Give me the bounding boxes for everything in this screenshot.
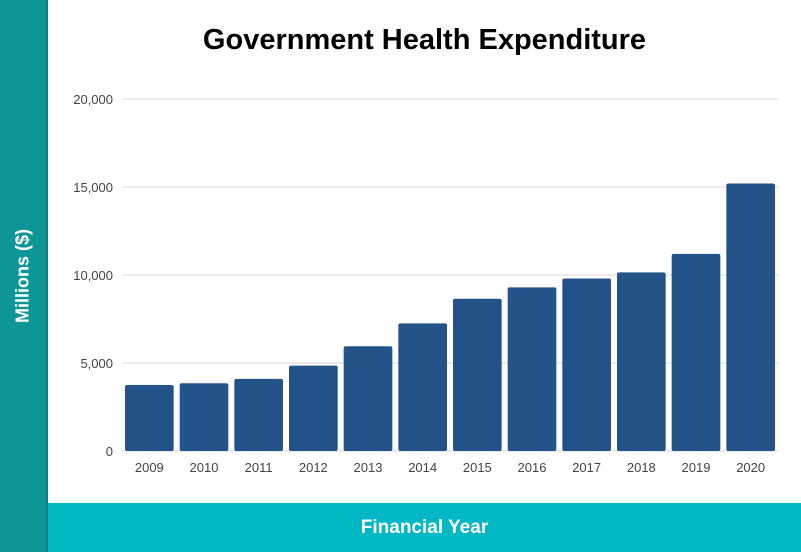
- y-tick-label: 20,000: [73, 92, 113, 107]
- bar-2018: [617, 272, 666, 451]
- bar-2011: [234, 378, 283, 451]
- x-tick-label: 2011: [245, 460, 273, 475]
- bar-2009: [125, 385, 174, 451]
- x-axis-label-strip: Financial Year: [48, 503, 801, 552]
- y-tick-label: 5,000: [80, 356, 113, 371]
- x-tick-label: 2010: [190, 460, 219, 475]
- bar-2010: [179, 383, 229, 451]
- bar-2016: [507, 287, 557, 451]
- y-tick-label: 10,000: [73, 268, 113, 283]
- bars: [125, 183, 775, 452]
- grid-lines: [122, 98, 778, 452]
- bar-2013: [343, 346, 393, 451]
- y-tick-label: 15,000: [73, 180, 113, 195]
- x-tick-label: 2019: [682, 460, 711, 475]
- bar-2020: [726, 183, 775, 452]
- bar-2012: [289, 365, 338, 451]
- x-tick-label: 2020: [736, 460, 765, 475]
- x-tick-labels: 2009 2010 2011 2012 2013 2014 2015 2016 2017 2018…: [135, 460, 765, 475]
- y-axis-strip-fill: [0, 0, 46, 552]
- x-axis-label: Financial Year: [360, 516, 489, 538]
- bar-2017: [562, 278, 611, 451]
- y-tick-label: 0: [106, 444, 113, 459]
- x-tick-label: 2018: [627, 460, 656, 475]
- bar-2014: [398, 323, 447, 451]
- x-tick-label: 2009: [135, 460, 164, 475]
- x-tick-label: 2017: [572, 460, 601, 475]
- y-tick-labels: 0 5,000 10,000 15,000 20,000: [73, 92, 113, 459]
- y-axis-strip-edge: [46, 0, 48, 552]
- x-tick-label: 2014: [408, 460, 437, 475]
- bar-2019: [671, 253, 721, 451]
- chart-title: Government Health Expenditure: [202, 24, 647, 56]
- bar-2015: [453, 298, 502, 451]
- x-tick-label: 2015: [463, 460, 492, 475]
- y-axis-label-strip: Millions ($): [0, 0, 48, 552]
- x-tick-label: 2012: [299, 460, 328, 475]
- x-tick-label: 2016: [518, 460, 547, 475]
- x-tick-label: 2013: [354, 460, 383, 475]
